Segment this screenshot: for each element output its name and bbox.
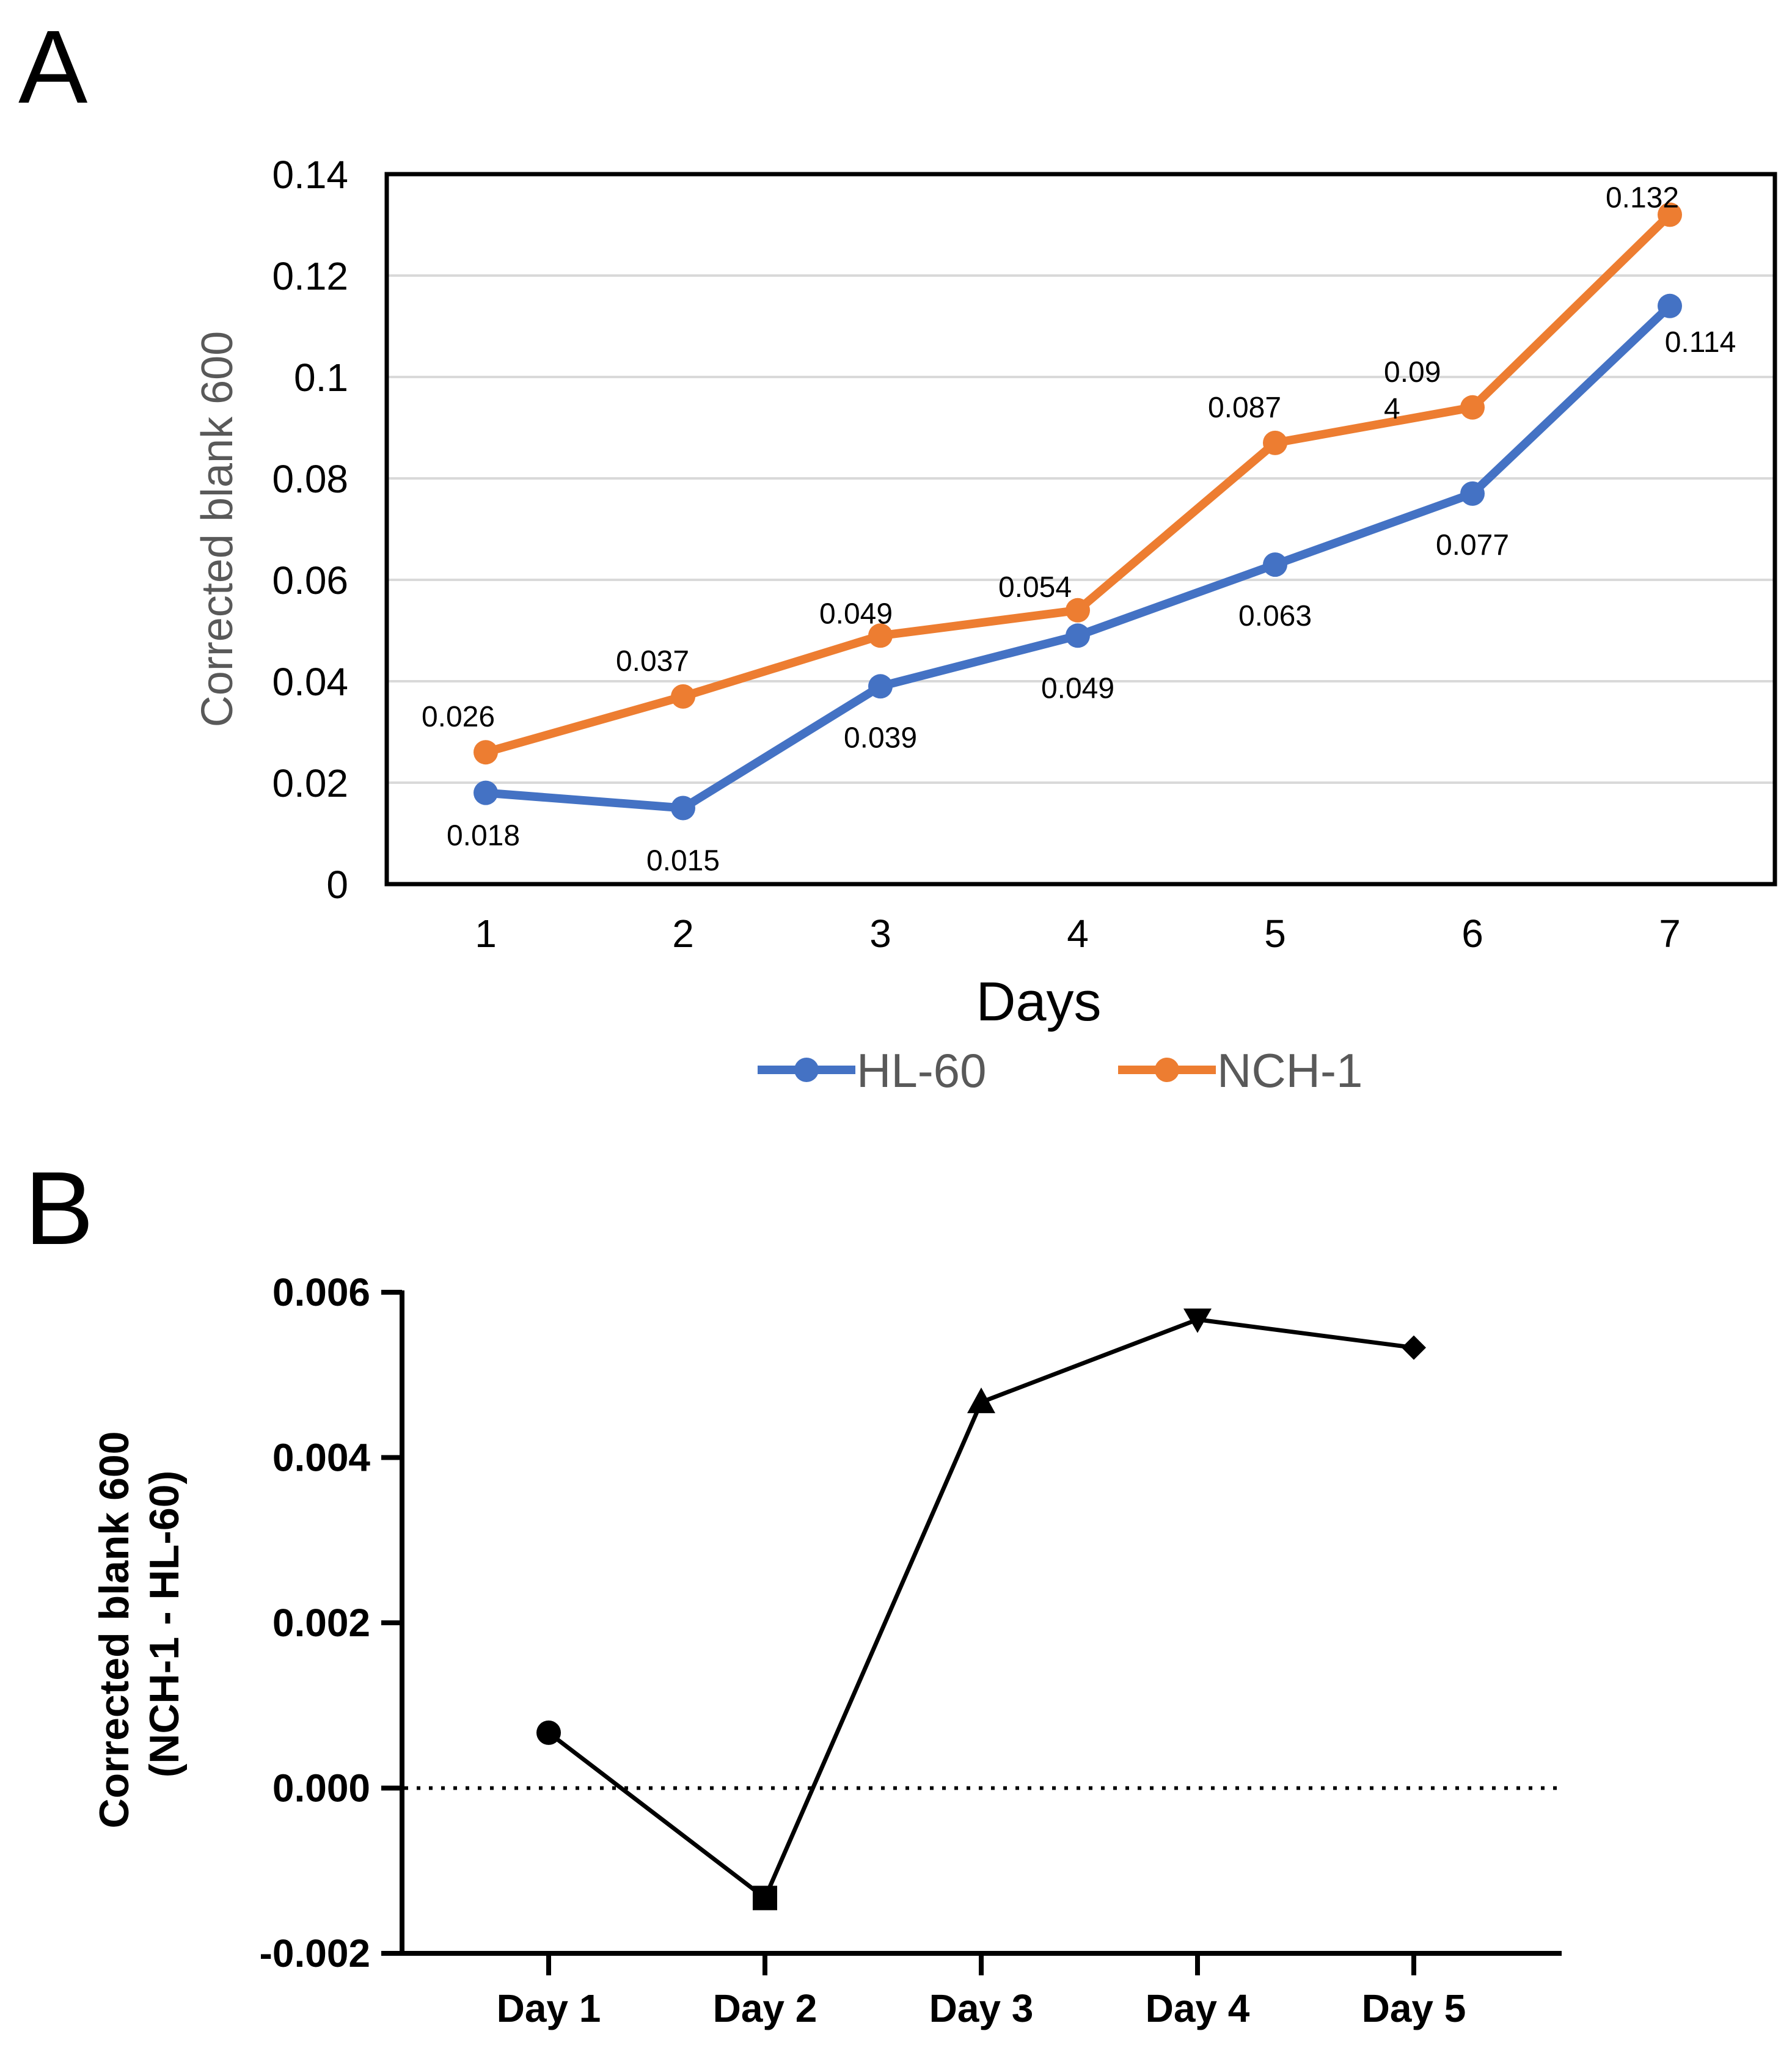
- panel-b-x-tick-label: Day 2: [713, 1986, 817, 2030]
- panel-a: A 0 0.02 0.04 0.06 0.08 0.1 0.12 0.14 1 2 3 4 5 6 7 0…: [18, 9, 1777, 1097]
- panel-b-y-axis-label-line1: Corrected blank 600: [91, 1431, 137, 1828]
- panel-b-y-tick-label: 0.004: [272, 1436, 371, 1480]
- panel-b-x-tick-label: Day 3: [929, 1986, 1034, 2030]
- legend-hl60-label: HL-60: [857, 1044, 986, 1097]
- data-label-nch-1: 0.09 4: [1384, 356, 1441, 425]
- data-point-hl-60: [1460, 481, 1485, 506]
- panel-a-y-tick-label: 0.02: [272, 761, 348, 805]
- data-label-hl-60: 0.049: [1041, 672, 1114, 704]
- panel-a-x-tick-label: 5: [1264, 912, 1286, 956]
- panel-a-data-labels: 0.018 0.015 0.039 0.049 0.063 0.077 0.114 0.026…: [422, 181, 1736, 877]
- data-label-nch-1: 0.026: [422, 701, 495, 733]
- data-point-hl-60: [868, 674, 893, 699]
- data-point-hl-60: [1658, 293, 1682, 318]
- panel-a-gridlines: [387, 274, 1775, 784]
- panel-a-plot-frame: [384, 172, 1777, 887]
- legend-nch1-label: NCH-1: [1217, 1044, 1362, 1097]
- panel-a-series: [474, 202, 1682, 821]
- panel-b-letter: B: [24, 1151, 93, 1267]
- panel-b-y-tick-label: -0.002: [260, 1931, 370, 1975]
- panel-b-y-tick-label: 0.000: [272, 1766, 370, 1810]
- legend-item-hl60: HL-60: [758, 1044, 986, 1097]
- data-label-nch-1: 0.132: [1606, 181, 1679, 214]
- panel-a-y-tick-label: 0.14: [272, 153, 348, 197]
- data-label-nch-1: 0.037: [616, 645, 689, 678]
- data-label-hl-60: 0.015: [646, 845, 720, 877]
- data-point-nch-1: [474, 740, 498, 765]
- data-label-nch-1: 0.087: [1208, 392, 1281, 424]
- panel-b-series: [536, 1308, 1426, 1911]
- panel-b-y-ticks: -0.002 0.000 0.002 0.004 0.006: [260, 1270, 402, 1975]
- panel-a-x-tick-labels: 1 2 3 4 5 6 7: [475, 912, 1681, 956]
- data-point-day-2: [753, 1886, 777, 1911]
- panel-a-x-tick-label: 3: [869, 912, 891, 956]
- legend-item-nch1: NCH-1: [1118, 1044, 1362, 1097]
- panel-b-x-ticks: Day 1 Day 2 Day 3 Day 4 Day 5: [497, 1953, 1466, 2030]
- panel-a-y-tick-label: 0.08: [272, 457, 348, 501]
- data-label-hl-60: 0.077: [1436, 529, 1509, 562]
- panel-a-y-tick-label: 0.04: [272, 660, 348, 704]
- panel-a-y-tick-label: 0.1: [294, 356, 348, 400]
- panel-a-y-tick-label: 0.12: [272, 254, 348, 298]
- data-point-day-3: [967, 1387, 995, 1413]
- legend-nch1-marker: [1155, 1058, 1179, 1082]
- panel-b-y-axis-label-line2: (NCH-1 - HL-60): [141, 1471, 188, 1777]
- data-point-nch-1: [868, 623, 893, 648]
- panel-a-x-tick-label: 4: [1067, 912, 1089, 956]
- data-point-day-5: [1402, 1335, 1426, 1360]
- panel-b-y-tick-label: 0.002: [272, 1601, 370, 1645]
- data-label-hl-60: 0.063: [1238, 600, 1312, 632]
- data-label-hl-60: 0.039: [844, 722, 917, 754]
- panel-b-x-tick-label: Day 4: [1146, 1986, 1250, 2030]
- panel-a-x-tick-label: 6: [1461, 912, 1483, 956]
- panel-a-y-tick-labels: 0 0.02 0.04 0.06 0.08 0.1 0.12 0.14: [272, 153, 348, 907]
- data-point-nch-1: [1658, 202, 1682, 227]
- panel-b-y-axis-label: Corrected blank 600 (NCH-1 - HL-60): [91, 1420, 188, 1829]
- data-point-hl-60: [1066, 623, 1090, 648]
- panel-a-x-axis-label: Days: [976, 971, 1101, 1033]
- panel-b-y-tick-label: 0.006: [272, 1270, 370, 1314]
- legend-hl60-marker: [794, 1058, 819, 1082]
- data-label-hl-60: 0.114: [1665, 326, 1736, 359]
- data-point-nch-1: [1066, 598, 1090, 623]
- data-point-hl-60: [1263, 552, 1287, 577]
- panel-a-y-tick-label: 0.06: [272, 558, 348, 602]
- data-label-hl-60: 0.018: [447, 820, 520, 852]
- panel-a-y-tick-label: 0: [326, 863, 348, 907]
- data-point-day-1: [536, 1720, 561, 1745]
- panel-a-legend: HL-60 NCH-1: [758, 1044, 1362, 1097]
- data-label-nch-1: 0.054: [998, 571, 1072, 604]
- data-point-nch-1: [671, 684, 695, 709]
- data-point-hl-60: [671, 796, 695, 821]
- panel-a-x-tick-label: 1: [475, 912, 497, 956]
- data-point-hl-60: [474, 780, 498, 805]
- data-point-nch-1: [1460, 395, 1485, 420]
- panel-a-letter: A: [18, 9, 88, 125]
- data-point-nch-1: [1263, 430, 1287, 455]
- panel-a-x-tick-label: 2: [672, 912, 694, 956]
- panel-b-x-tick-label: Day 5: [1362, 1986, 1466, 2030]
- data-point-day-4: [1183, 1308, 1212, 1333]
- panel-b-x-tick-label: Day 1: [497, 1986, 601, 2030]
- data-label-nch-1: 0.049: [819, 598, 893, 630]
- panel-a-x-tick-label: 7: [1659, 912, 1681, 956]
- panel-a-y-axis-label: Corrected blank 600: [193, 331, 242, 727]
